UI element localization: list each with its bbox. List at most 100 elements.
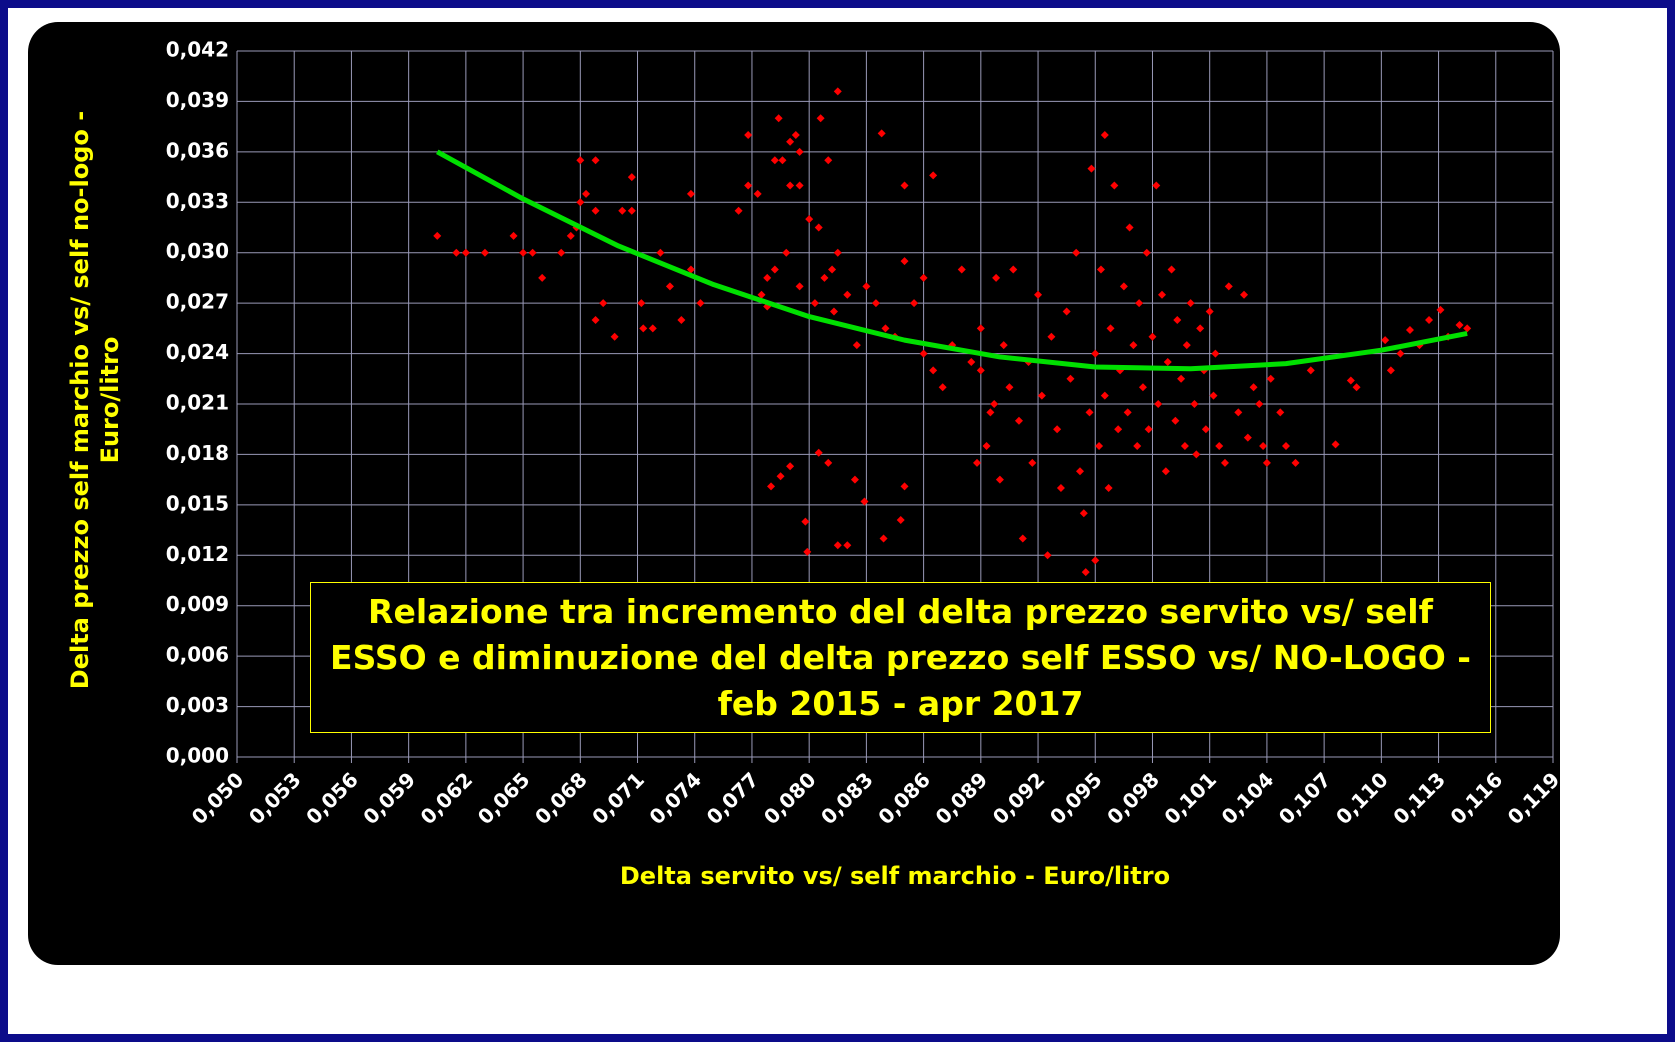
scatter-point xyxy=(992,273,1001,282)
y-tick-label: 0,000 xyxy=(166,744,229,768)
scatter-point xyxy=(1211,349,1220,358)
scatter-point xyxy=(929,171,938,180)
scatter-point xyxy=(627,173,636,182)
scatter-point xyxy=(1005,383,1014,392)
y-tick-label: 0,003 xyxy=(166,693,229,717)
scatter-point xyxy=(1154,400,1163,408)
scatter-point xyxy=(734,206,743,215)
scatter-point xyxy=(1028,458,1037,467)
scatter-point xyxy=(1425,315,1434,324)
scatter-point xyxy=(1009,265,1018,274)
scatter-point xyxy=(786,181,795,190)
scatter-point xyxy=(627,206,636,215)
scatter-point xyxy=(648,324,657,333)
scatter-point xyxy=(1243,433,1252,442)
scatter-point xyxy=(696,299,705,308)
scatter-point xyxy=(566,231,575,240)
scatter-point xyxy=(973,458,982,467)
scatter-point xyxy=(803,547,812,556)
scatter-point xyxy=(1259,442,1268,451)
scatter-point xyxy=(833,248,842,257)
scatter-point xyxy=(1047,332,1056,341)
scatter-point xyxy=(833,87,842,96)
marks xyxy=(433,87,1472,577)
y-tick-label: 0,033 xyxy=(166,189,229,213)
scatter-point xyxy=(919,273,928,282)
scatter-point xyxy=(1396,349,1405,358)
scatter-point xyxy=(896,515,905,524)
scatter-point xyxy=(582,189,591,198)
scatter-point xyxy=(1186,299,1195,308)
scatter-point xyxy=(1196,324,1205,333)
scatter-point xyxy=(1306,366,1315,375)
scatter-point xyxy=(770,265,779,274)
scatter-point xyxy=(1209,391,1218,400)
trend-line xyxy=(436,149,1468,372)
scatter-point xyxy=(850,475,859,484)
scatter-point xyxy=(824,458,833,467)
scatter-point xyxy=(1201,425,1210,434)
scatter-point xyxy=(1066,374,1075,383)
scatter-point xyxy=(591,156,600,165)
scatter-point xyxy=(1114,425,1123,434)
scatter-point xyxy=(957,265,966,274)
scatter-point xyxy=(686,265,695,274)
y-tick-label: 0,042 xyxy=(166,38,229,62)
scatter-point xyxy=(877,129,886,138)
scatter-point xyxy=(843,290,852,299)
scatter-point xyxy=(1381,336,1390,345)
y-tick-label: 0,012 xyxy=(166,542,229,566)
scatter-point xyxy=(1091,349,1100,358)
scatter-point xyxy=(1100,131,1109,140)
scatter-point xyxy=(1352,383,1361,392)
scatter-point xyxy=(1215,442,1224,451)
y-axis-title: Delta prezzo self marchio vs/ self no-lo… xyxy=(66,110,124,690)
scatter-point xyxy=(1266,374,1275,383)
scatter-point xyxy=(656,248,665,257)
scatter-point xyxy=(795,147,804,156)
scatter-point xyxy=(1072,248,1081,257)
scatter-point xyxy=(814,223,823,232)
scatter-point xyxy=(1436,305,1445,314)
scatter-point xyxy=(982,442,991,451)
y-tick-label: 0,021 xyxy=(166,391,229,415)
scatter-point xyxy=(1129,341,1138,350)
scatter-point xyxy=(786,462,795,471)
scatter-point xyxy=(1091,556,1100,565)
scatter-point xyxy=(1096,265,1105,274)
scatter-point xyxy=(1043,551,1052,560)
scatter-point xyxy=(1079,509,1088,518)
scatter-point xyxy=(774,114,783,123)
scatter-point xyxy=(1192,450,1201,459)
scatter-point xyxy=(776,472,785,481)
scatter-point xyxy=(1014,416,1023,425)
scatter-point xyxy=(879,534,888,543)
scatter-point xyxy=(1100,391,1109,400)
scatter-point xyxy=(591,315,600,324)
scatter-point xyxy=(1161,467,1170,476)
scatter-point xyxy=(1281,442,1290,451)
scatter-point xyxy=(1158,290,1167,299)
scatter-point xyxy=(744,181,753,190)
scatter-point xyxy=(538,273,547,282)
scatter-point xyxy=(816,114,825,123)
scatter-point xyxy=(1249,383,1258,392)
scatter-point xyxy=(1106,324,1115,333)
scatter-point xyxy=(778,156,787,165)
y-tick-label: 0,030 xyxy=(166,239,229,263)
scatter-point xyxy=(1180,442,1189,451)
y-tick-label: 0,027 xyxy=(166,290,229,314)
scatter-point xyxy=(805,215,814,224)
scatter-point xyxy=(1062,307,1071,316)
scatter-point xyxy=(828,265,837,274)
scatter-point xyxy=(1123,408,1132,417)
scatter-point xyxy=(795,282,804,291)
scatter-point xyxy=(480,248,489,257)
scatter-point xyxy=(1053,425,1062,434)
scatter-point xyxy=(1110,181,1119,190)
scatter-point xyxy=(1220,458,1229,467)
scatter-point xyxy=(910,299,919,308)
scatter-point xyxy=(929,366,938,375)
